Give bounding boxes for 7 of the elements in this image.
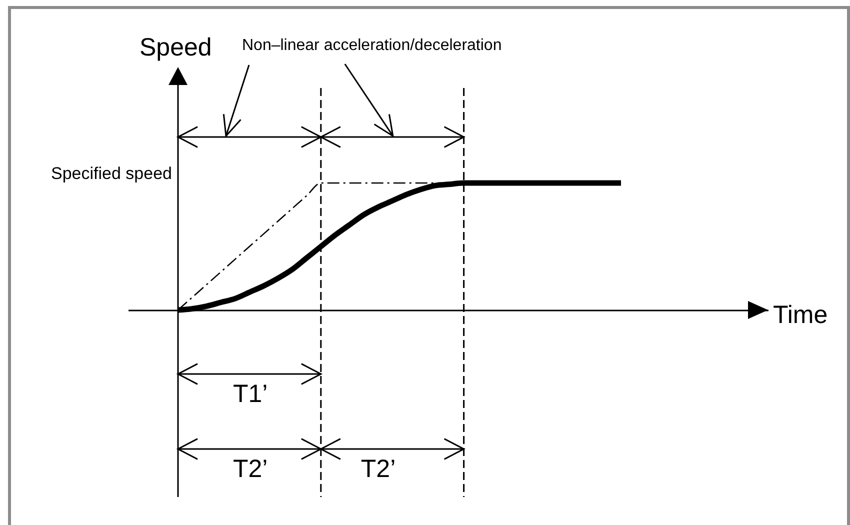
text: T1’ [233, 380, 268, 408]
text: Time [773, 301, 828, 329]
y-axis-title: Speed [140, 34, 212, 62]
text: Non–linear acceleration/deceleration [242, 37, 502, 54]
text: T2’ [360, 455, 396, 483]
annotation: Specified speed [51, 164, 172, 183]
text: T2’ [233, 455, 268, 483]
